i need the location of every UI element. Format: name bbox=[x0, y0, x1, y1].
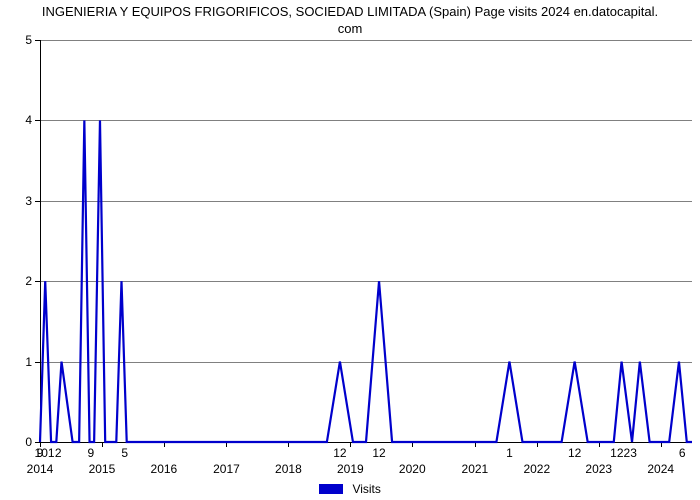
x-major-label: 2015 bbox=[89, 462, 116, 476]
x-minor-label: 9 bbox=[88, 446, 95, 460]
x-major-label: 2021 bbox=[462, 462, 489, 476]
x-major-label: 2018 bbox=[275, 462, 302, 476]
x-major-label: 2024 bbox=[647, 462, 674, 476]
x-major-label: 2020 bbox=[399, 462, 426, 476]
plot-area: 0123452014201520162017201820192020202120… bbox=[40, 40, 692, 442]
y-tick-label: 0 bbox=[8, 435, 32, 449]
y-tick-label: 4 bbox=[8, 113, 32, 127]
x-tick-mark bbox=[350, 442, 351, 447]
chart-title: INGENIERIA Y EQUIPOS FRIGORIFICOS, SOCIE… bbox=[0, 4, 700, 38]
series-line bbox=[40, 40, 692, 442]
x-major-label: 2017 bbox=[213, 462, 240, 476]
x-minor-label: 12 bbox=[372, 446, 385, 460]
y-tick-label: 2 bbox=[8, 274, 32, 288]
x-major-label: 2014 bbox=[27, 462, 54, 476]
y-tick-label: 1 bbox=[8, 355, 32, 369]
x-minor-label: 5 bbox=[121, 446, 128, 460]
legend: Visits bbox=[0, 481, 700, 496]
x-minor-label: 1 bbox=[506, 446, 513, 460]
y-tick-label: 5 bbox=[8, 33, 32, 47]
x-minor-label: 1223 bbox=[610, 446, 637, 460]
x-minor-label: 2 bbox=[55, 446, 62, 460]
x-minor-label: 12 bbox=[333, 446, 346, 460]
title-line-1: INGENIERIA Y EQUIPOS FRIGORIFICOS, SOCIE… bbox=[42, 4, 658, 19]
legend-swatch bbox=[319, 484, 343, 494]
x-major-label: 2023 bbox=[585, 462, 612, 476]
title-line-2: com bbox=[338, 21, 363, 36]
x-minor-label: 6 bbox=[679, 446, 686, 460]
x-major-label: 2016 bbox=[151, 462, 178, 476]
y-tick-label: 3 bbox=[8, 194, 32, 208]
x-tick-mark bbox=[102, 442, 103, 447]
x-major-label: 2022 bbox=[523, 462, 550, 476]
x-minor-label: 12 bbox=[568, 446, 581, 460]
x-minor-label: 101 bbox=[35, 446, 55, 460]
x-major-label: 2019 bbox=[337, 462, 364, 476]
legend-label: Visits bbox=[352, 482, 380, 496]
